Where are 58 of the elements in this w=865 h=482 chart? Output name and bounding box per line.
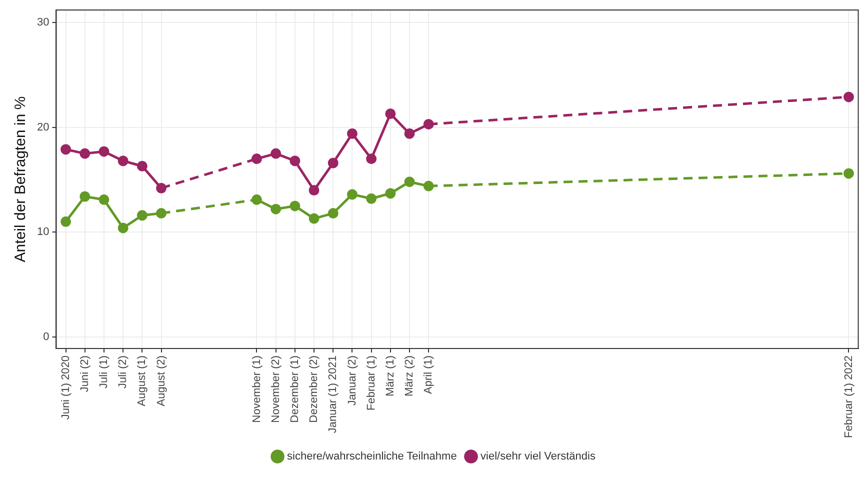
point — [118, 222, 128, 234]
point — [423, 118, 434, 130]
x-tick-label: Februar (1) 2022 — [842, 355, 855, 438]
y-tick-label: 20 — [36, 121, 50, 134]
x-tick-label: August (2) — [155, 355, 168, 406]
point — [366, 154, 377, 164]
y-tick-label: 30 — [36, 16, 50, 29]
point — [843, 168, 854, 179]
point — [308, 213, 320, 224]
point — [60, 144, 72, 155]
point — [80, 191, 90, 202]
x-tick-label: November (2) — [270, 355, 282, 423]
point — [328, 158, 338, 168]
legend-label: viel/sehr viel Verständis — [480, 450, 596, 463]
y-tick-label: 10 — [36, 226, 50, 238]
point — [118, 156, 128, 166]
y-axis-title: Anteil der Befragten in % — [12, 96, 30, 262]
point — [98, 194, 110, 205]
point — [251, 154, 262, 164]
point — [136, 210, 148, 221]
point — [270, 148, 282, 159]
point — [308, 184, 320, 196]
point — [156, 182, 167, 194]
point — [404, 128, 415, 139]
x-tick-label: April (1) — [422, 355, 435, 394]
x-tick-label: Dezember (2) — [308, 355, 320, 423]
x-tick-label: Januar (2) — [346, 355, 358, 406]
point — [423, 180, 434, 192]
x-tick-label: Juni (1) 2020 — [60, 355, 72, 420]
point — [385, 188, 396, 199]
point — [156, 208, 167, 219]
point — [270, 204, 282, 214]
x-tick-label: Juli (1) — [98, 355, 110, 388]
point — [404, 176, 415, 188]
x-tick-label: November (1) — [250, 355, 263, 423]
point — [346, 189, 358, 200]
y-tick-label: 0 — [43, 330, 50, 343]
point — [251, 194, 262, 205]
point — [346, 128, 358, 139]
point — [80, 148, 90, 159]
x-tick-label: Januar (1) 2021 — [327, 355, 340, 434]
point — [328, 208, 338, 219]
point — [843, 92, 854, 102]
point — [98, 146, 110, 157]
x-tick-label: Juni (2) — [78, 355, 91, 392]
x-tick-label: März (1) — [384, 355, 396, 396]
point — [290, 156, 300, 166]
point — [385, 108, 396, 119]
x-tick-label: August (1) — [136, 355, 148, 406]
legend-label: sichere/wahrscheinliche Teilnahme — [287, 450, 457, 463]
x-tick-label: März (2) — [404, 355, 416, 396]
point — [366, 193, 377, 204]
x-tick-label: Dezember (1) — [288, 355, 301, 423]
point — [60, 216, 72, 227]
x-tick-label: Februar (1) — [365, 355, 378, 410]
x-tick-label: Juli (2) — [117, 355, 130, 388]
point — [290, 200, 300, 212]
point — [136, 160, 148, 172]
